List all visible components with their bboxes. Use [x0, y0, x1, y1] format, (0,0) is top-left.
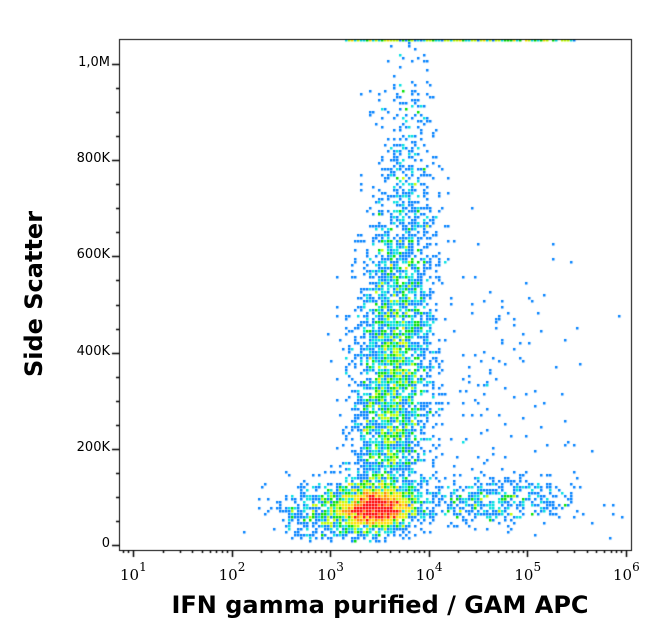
y-tick-label: 200K — [76, 439, 110, 455]
y-tick-label: 400K — [76, 343, 110, 359]
y-tick-label: 1,0M — [78, 55, 110, 70]
y-axis-title: Side Scatter — [20, 210, 48, 378]
x-tick-label: 102 — [218, 560, 246, 584]
x-axis-title: IFN gamma purified / GAM APC — [171, 591, 589, 619]
x-tick-label: 104 — [415, 560, 443, 584]
x-tick-label: 105 — [514, 560, 542, 584]
y-tick-label: 600K — [76, 247, 110, 263]
y-tick-label: 800K — [76, 151, 110, 167]
x-tick-label: 106 — [613, 560, 640, 584]
x-tick-label: 101 — [120, 560, 147, 584]
y-tick-label: 0 — [101, 536, 110, 551]
x-tick-label: 103 — [317, 560, 344, 584]
